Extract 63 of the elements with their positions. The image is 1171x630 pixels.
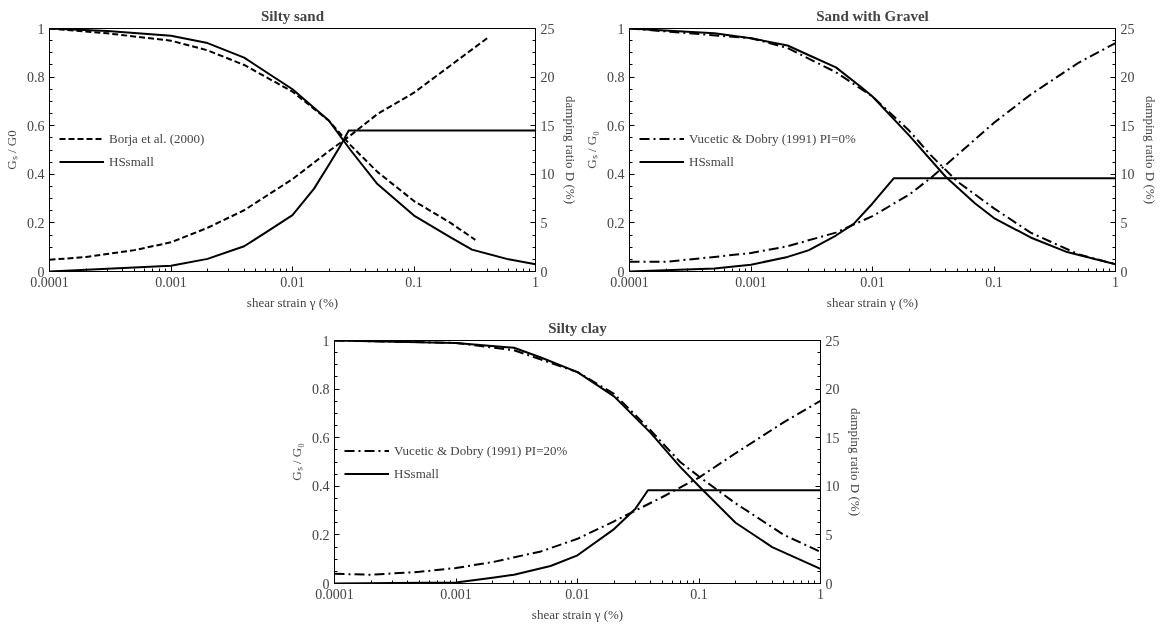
legend-label: Borja et al. (2000) (109, 130, 205, 146)
y-tick-label: 1 (617, 21, 625, 37)
y2-tick-label: 5 (1120, 215, 1128, 231)
y2-axis-title: damping ratio D (%) (562, 96, 578, 204)
x-tick-label: 0.1 (405, 274, 423, 290)
y2-tick-label: 10 (1120, 167, 1135, 183)
chart-title: Silty clay (548, 319, 608, 336)
x-tick-label: 0.01 (565, 586, 590, 602)
y-tick-label: 0.2 (607, 215, 625, 231)
y2-tick-label: 25 (1120, 21, 1135, 37)
y2-tick-label: 15 (825, 430, 840, 446)
y-axis-title: Gₛ / G₀ (584, 131, 599, 169)
y2-axis-title: damping ratio D (%) (1142, 96, 1158, 204)
x-tick-label: 0.1 (985, 274, 1003, 290)
y-tick-label: 1 (322, 333, 330, 349)
y2-tick-label: 20 (1120, 70, 1135, 86)
y2-tick-label: 0 (540, 264, 548, 280)
y2-tick-label: 15 (1120, 118, 1135, 134)
legend-label: HSsmall (689, 153, 734, 169)
y2-tick-label: 15 (540, 118, 555, 134)
x-tick-label: 1 (1112, 274, 1119, 290)
y2-tick-label: 10 (825, 479, 840, 495)
y-axis-title: Gₛ / G0 (4, 130, 19, 170)
x-axis-title: shear strain γ (%) (826, 294, 919, 310)
y-tick-label: 0.2 (312, 527, 330, 543)
legend-label: Vucetic & Dobry (1991) PI=20% (394, 442, 568, 458)
y2-tick-label: 20 (540, 70, 555, 86)
x-tick-label: 0.001 (735, 274, 767, 290)
y2-tick-label: 0 (1120, 264, 1128, 280)
legend-label: HSsmall (394, 465, 439, 481)
y-tick-label: 1 (37, 21, 45, 37)
y-tick-label: 0.6 (607, 118, 625, 134)
y-tick-label: 0.4 (312, 479, 330, 495)
chart-title: Sand with Gravel (816, 7, 929, 24)
x-tick-label: 0.01 (860, 274, 885, 290)
y-tick-label: 0.8 (27, 70, 45, 86)
y2-tick-label: 5 (825, 527, 833, 543)
y2-tick-label: 25 (825, 333, 840, 349)
x-axis-title: shear strain γ (%) (531, 606, 624, 622)
y-tick-label: 0.6 (312, 430, 330, 446)
x-axis-title: shear strain γ (%) (246, 294, 339, 310)
x-tick-label: 0.001 (155, 274, 187, 290)
y2-tick-label: 0 (825, 576, 833, 592)
x-tick-label: 0.01 (280, 274, 305, 290)
x-tick-label: 0.1 (690, 586, 708, 602)
legend-label: Vucetic & Dobry (1991) PI=0% (689, 130, 856, 146)
chart-title: Silty sand (261, 7, 325, 24)
x-tick-label: 1 (817, 586, 824, 602)
x-tick-label: 1 (532, 274, 539, 290)
y-tick-label: 0.2 (27, 215, 45, 231)
y2-tick-label: 20 (825, 382, 840, 398)
y2-axis-title: damping ratio D (%) (847, 408, 863, 516)
y-tick-label: 0.4 (27, 167, 45, 183)
legend-label: HSsmall (109, 153, 154, 169)
y2-tick-label: 25 (540, 21, 555, 37)
y-tick-label: 0.6 (27, 118, 45, 134)
x-tick-label: 0.001 (440, 586, 472, 602)
y-tick-label: 0.8 (312, 382, 330, 398)
y2-tick-label: 5 (540, 215, 548, 231)
y-axis-title: Gₛ / G₀ (289, 443, 304, 481)
y-tick-label: 0.8 (607, 70, 625, 86)
y-tick-label: 0.4 (607, 167, 625, 183)
y2-tick-label: 10 (540, 167, 555, 183)
